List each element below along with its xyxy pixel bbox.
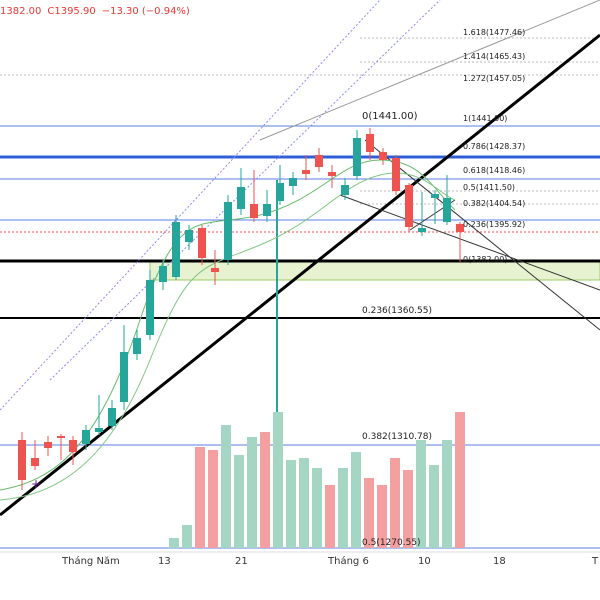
candles [18, 128, 464, 490]
volume-bar [221, 425, 231, 548]
fib-label-lower-0236: 0.236(1360.55) [362, 306, 432, 316]
fib-label-0618: 0.618(1418.46) [463, 166, 525, 175]
fan-line-1 [364, 139, 600, 331]
volume-bar [364, 478, 374, 548]
candle-green [159, 260, 167, 290]
candle-green [341, 178, 349, 200]
fib-label-0786: 0.786(1428.37) [463, 142, 525, 151]
volume-bar [169, 538, 179, 548]
x-axis-label: 13 [158, 556, 171, 567]
volume-bar [195, 447, 205, 548]
candle-red [211, 250, 219, 285]
channel-upper-2 [0, 0, 381, 411]
fib-label-1272: 1.272(1457.05) [463, 74, 525, 83]
volume-bar [312, 468, 322, 548]
fib-zero-label: 0(1441.00) [362, 111, 418, 122]
fib-label-0382: 0.382(1404.54) [463, 199, 525, 208]
candle-red [456, 222, 464, 262]
candle-red [366, 128, 374, 160]
volume-bar [325, 485, 335, 548]
x-axis-label: 21 [235, 556, 248, 567]
candle-red [328, 165, 336, 188]
x-axis-label: 18 [493, 556, 506, 567]
fib-label-lower-0382: 0.382(1310.78) [362, 432, 432, 442]
volume-bar [351, 452, 361, 548]
candle-red [302, 155, 310, 180]
candle-red [31, 440, 39, 470]
candle-green [108, 400, 116, 430]
candle-green [276, 165, 284, 205]
candle-green [185, 225, 193, 250]
candle-green [120, 325, 128, 410]
candle-green [263, 190, 271, 222]
candle-green [172, 215, 180, 280]
candle-green [289, 172, 297, 195]
volume-bar [429, 465, 439, 548]
volume-bar [390, 458, 400, 548]
x-axis-label: T [592, 556, 599, 567]
volume-bar [247, 437, 257, 548]
fib-label-1: 1(1441.00) [463, 114, 507, 123]
volume-bar [182, 525, 192, 548]
volume-bar [234, 455, 244, 548]
channel-upper-3 [259, 0, 600, 141]
fib-labels-upper: 1.618(1477.46) 1.414(1465.43) 1.272(1457… [463, 28, 525, 264]
fib-label-1414: 1.414(1465.43) [463, 52, 525, 61]
volume-bar [377, 485, 387, 548]
candle-red [379, 148, 387, 165]
candle-red [69, 436, 77, 465]
candle-red [18, 432, 26, 490]
candle-red [198, 225, 206, 265]
candle-red [392, 155, 400, 195]
candle-red [405, 183, 413, 232]
x-axis-label: Tháng Năm [62, 556, 120, 567]
ohlc-low: 1382.00 [0, 5, 42, 17]
volume-bar [299, 458, 309, 548]
candle-green [146, 270, 154, 340]
x-axis-label: Tháng 6 [328, 556, 369, 567]
candle-red [315, 148, 323, 172]
x-axis-label: 10 [418, 556, 431, 567]
volume-bar [403, 470, 413, 548]
fib-label-0: 0(1382.00) [463, 255, 507, 264]
candle-red [57, 434, 65, 460]
volume-bars [169, 412, 465, 548]
fib-label-lower-05: 0.5(1270.55) [362, 538, 421, 548]
candle-green [353, 130, 361, 180]
volume-bar [338, 468, 348, 548]
volume-bar [455, 412, 465, 548]
candle-green [443, 175, 451, 225]
ma-slow [0, 172, 456, 501]
ohlc-change: −13.30 (−0.94%) [101, 5, 190, 17]
volume-bar [286, 460, 296, 548]
volume-bar [273, 412, 283, 548]
candle-green [95, 395, 103, 435]
volume-bar [260, 432, 270, 548]
volume-bar [208, 450, 218, 548]
ohlc-readout: 1382.00 C1395.90 −13.30 (−0.94%) [0, 0, 190, 22]
candle-red [250, 170, 258, 222]
candle-green [82, 425, 90, 450]
fib-label-1618: 1.618(1477.46) [463, 28, 525, 37]
ohlc-close: C1395.90 [47, 5, 96, 17]
candle-green [224, 195, 232, 265]
fib-label-05: 0.5(1411.50) [463, 183, 515, 192]
candle-green [133, 330, 141, 360]
fib-label-0236: 0.236(1395.92) [463, 220, 525, 229]
candle-green [431, 190, 439, 224]
main-trendline [0, 33, 600, 517]
candle-green [418, 192, 426, 236]
fib-labels-lower: 0.236(1360.55) 0.382(1310.78) 0.5(1270.5… [362, 306, 432, 548]
volume-bar [442, 440, 452, 548]
cross-marker: + [31, 477, 41, 491]
volume-bar [416, 440, 426, 548]
candle-green [237, 168, 245, 215]
candle-red [44, 436, 52, 456]
fib-lines-upper [0, 37, 600, 263]
fan-line-2 [339, 194, 600, 291]
x-axis: Tháng Năm 13 21 Tháng 6 10 18 T [0, 552, 600, 572]
